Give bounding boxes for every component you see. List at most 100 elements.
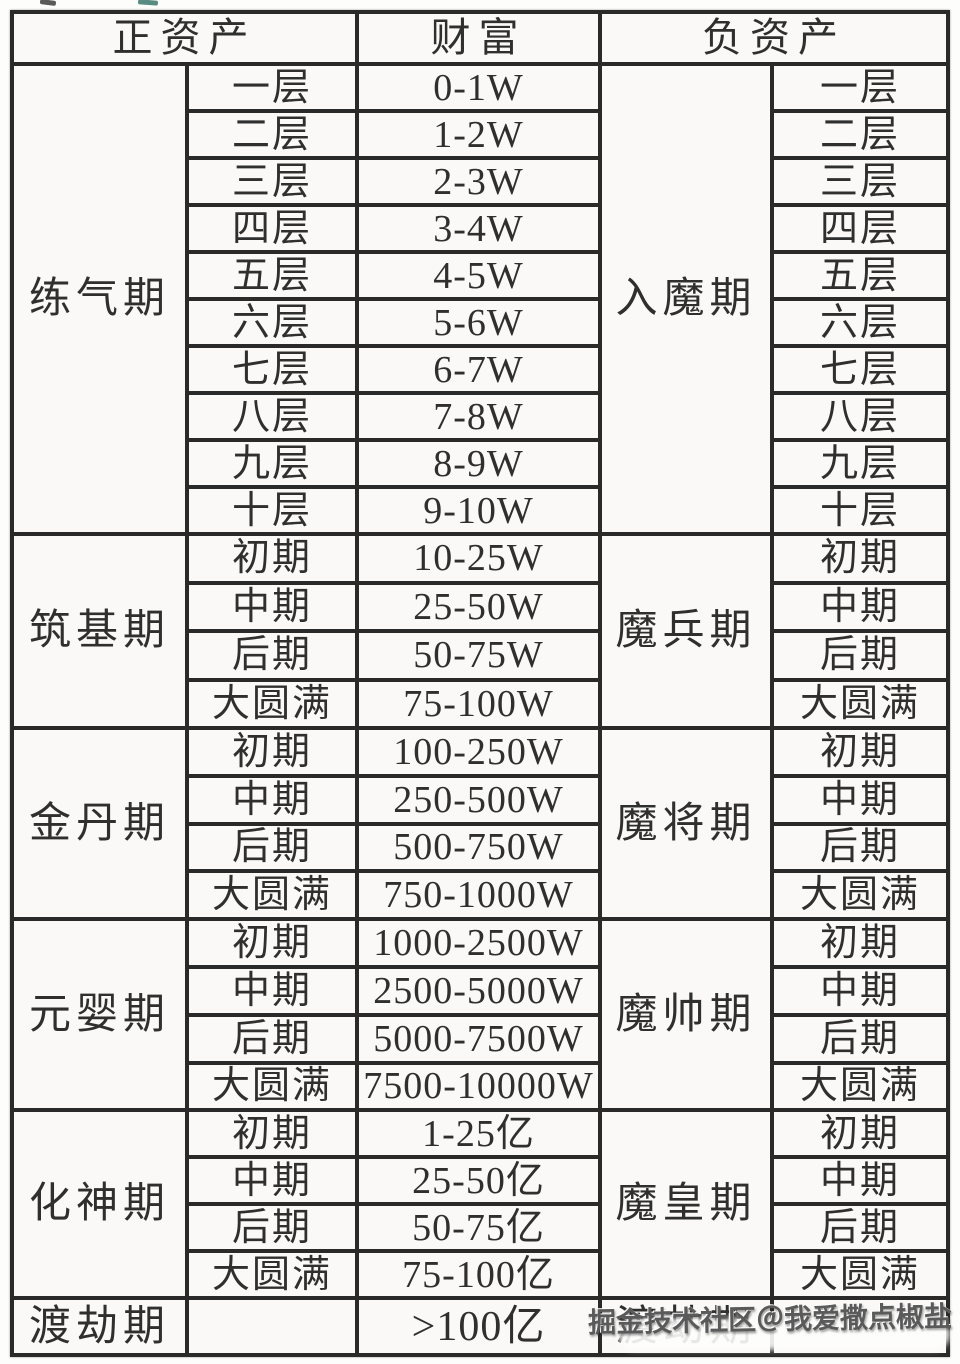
level-cell: 后期 (189, 1016, 355, 1061)
wealth-cell: 750-1000W (359, 873, 598, 918)
demon-level-cell: 初期 (774, 536, 946, 581)
cultivation-wealth-table: 正资产 财富 负资产 练气期 入魔期 一层 0-1W 一层 二层 1-2W 二层… (10, 10, 950, 1358)
level-cell: 后期 (189, 1206, 355, 1250)
demon-level-cell: 后期 (774, 1016, 946, 1061)
wealth-cell: 50-75W (359, 633, 598, 678)
wealth-cell: 7500-10000W (359, 1064, 598, 1109)
wealth-cell: 10-25W (359, 536, 598, 581)
wealth-cell: 8-9W (359, 442, 598, 485)
demon-level-cell: 中期 (774, 1159, 946, 1203)
demon-level-cell: 五层 (774, 254, 946, 297)
level-cell: 初期 (189, 730, 355, 774)
wealth-cell: 250-500W (359, 777, 598, 822)
level-cell: 九层 (189, 442, 355, 485)
demon-level-cell: 四层 (774, 207, 946, 250)
demon-level-cell: 中期 (774, 584, 946, 629)
wealth-cell: 100-250W (359, 730, 598, 774)
level-cell: 后期 (189, 633, 355, 678)
watermark: 掘金技术社区＠我爱撒点椒盐 (587, 1301, 953, 1340)
wealth-cell: 4-5W (359, 254, 598, 297)
wealth-cell: 75-100W (359, 681, 598, 726)
stage-cell: 筑基期 (14, 536, 185, 726)
wealth-cell: >100亿 (359, 1300, 598, 1354)
level-cell: 中期 (189, 777, 355, 822)
level-cell: 三层 (189, 160, 355, 203)
level-cell: 初期 (189, 1112, 355, 1156)
wealth-cell: 2500-5000W (359, 968, 598, 1013)
level-cell: 十层 (189, 489, 355, 532)
wealth-cell: 75-100亿 (359, 1253, 598, 1297)
demon-stage-cell: 魔帅期 (602, 921, 770, 1109)
wealth-cell: 25-50亿 (359, 1159, 598, 1203)
level-cell: 一层 (189, 66, 355, 109)
level-cell: 初期 (189, 536, 355, 581)
demon-stage-cell: 魔皇期 (602, 1112, 770, 1297)
demon-level-cell: 后期 (774, 633, 946, 678)
demon-level-cell: 初期 (774, 921, 946, 965)
wealth-cell: 5000-7500W (359, 1016, 598, 1061)
demon-level-cell: 六层 (774, 301, 946, 344)
level-cell: 中期 (189, 1159, 355, 1203)
demon-level-cell: 七层 (774, 348, 946, 391)
demon-level-cell: 二层 (774, 113, 946, 156)
empty-cell (189, 1300, 355, 1354)
level-cell: 二层 (189, 113, 355, 156)
wealth-cell: 6-7W (359, 348, 598, 391)
artifact-speck (39, 0, 57, 6)
demon-level-cell: 大圆满 (774, 1253, 946, 1297)
level-cell: 七层 (189, 348, 355, 391)
level-cell: 大圆满 (189, 873, 355, 918)
header-wealth: 财富 (359, 14, 598, 62)
stage-cell: 化神期 (14, 1112, 185, 1297)
header-negative-assets: 负资产 (602, 14, 946, 62)
artifact-speck (137, 0, 159, 6)
wealth-cell: 2-3W (359, 160, 598, 203)
level-cell: 大圆满 (189, 1064, 355, 1109)
demon-level-cell: 大圆满 (774, 681, 946, 726)
header-positive-assets: 正资产 (14, 14, 355, 62)
level-cell: 后期 (189, 825, 355, 870)
level-cell: 四层 (189, 207, 355, 250)
wealth-cell: 500-750W (359, 825, 598, 870)
level-cell: 大圆满 (189, 681, 355, 726)
level-cell: 初期 (189, 921, 355, 965)
demon-level-cell: 三层 (774, 160, 946, 203)
level-cell: 六层 (189, 301, 355, 344)
demon-level-cell: 大圆满 (774, 873, 946, 918)
demon-level-cell: 十层 (774, 489, 946, 532)
demon-level-cell: 九层 (774, 442, 946, 485)
demon-level-cell: 大圆满 (774, 1064, 946, 1109)
demon-level-cell: 后期 (774, 825, 946, 870)
level-cell: 大圆满 (189, 1253, 355, 1297)
demon-level-cell: 初期 (774, 730, 946, 774)
demon-level-cell: 一层 (774, 66, 946, 109)
wealth-cell: 0-1W (359, 66, 598, 109)
wealth-cell: 1000-2500W (359, 921, 598, 965)
wealth-cell: 1-2W (359, 113, 598, 156)
wealth-cell: 25-50W (359, 584, 598, 629)
wealth-cell: 1-25亿 (359, 1112, 598, 1156)
demon-level-cell: 中期 (774, 777, 946, 822)
demon-level-cell: 八层 (774, 395, 946, 438)
white-smear (618, 1318, 950, 1350)
demon-level-cell: 后期 (774, 1206, 946, 1250)
wealth-cell: 9-10W (359, 489, 598, 532)
wealth-cell: 5-6W (359, 301, 598, 344)
level-cell: 中期 (189, 584, 355, 629)
demon-stage-cell: 魔将期 (602, 730, 770, 918)
demon-stage-cell: 魔兵期 (602, 536, 770, 726)
level-cell: 八层 (189, 395, 355, 438)
stage-cell: 渡劫期 (14, 1300, 185, 1354)
level-cell: 中期 (189, 968, 355, 1013)
demon-level-cell: 中期 (774, 968, 946, 1013)
demon-level-cell: 初期 (774, 1112, 946, 1156)
wealth-cell: 7-8W (359, 395, 598, 438)
level-cell: 五层 (189, 254, 355, 297)
wealth-cell: 50-75亿 (359, 1206, 598, 1250)
stage-cell: 金丹期 (14, 730, 185, 918)
demon-stage-cell: 入魔期 (602, 66, 770, 532)
wealth-cell: 3-4W (359, 207, 598, 250)
stage-cell: 练气期 (14, 66, 185, 532)
stage-cell: 元婴期 (14, 921, 185, 1109)
